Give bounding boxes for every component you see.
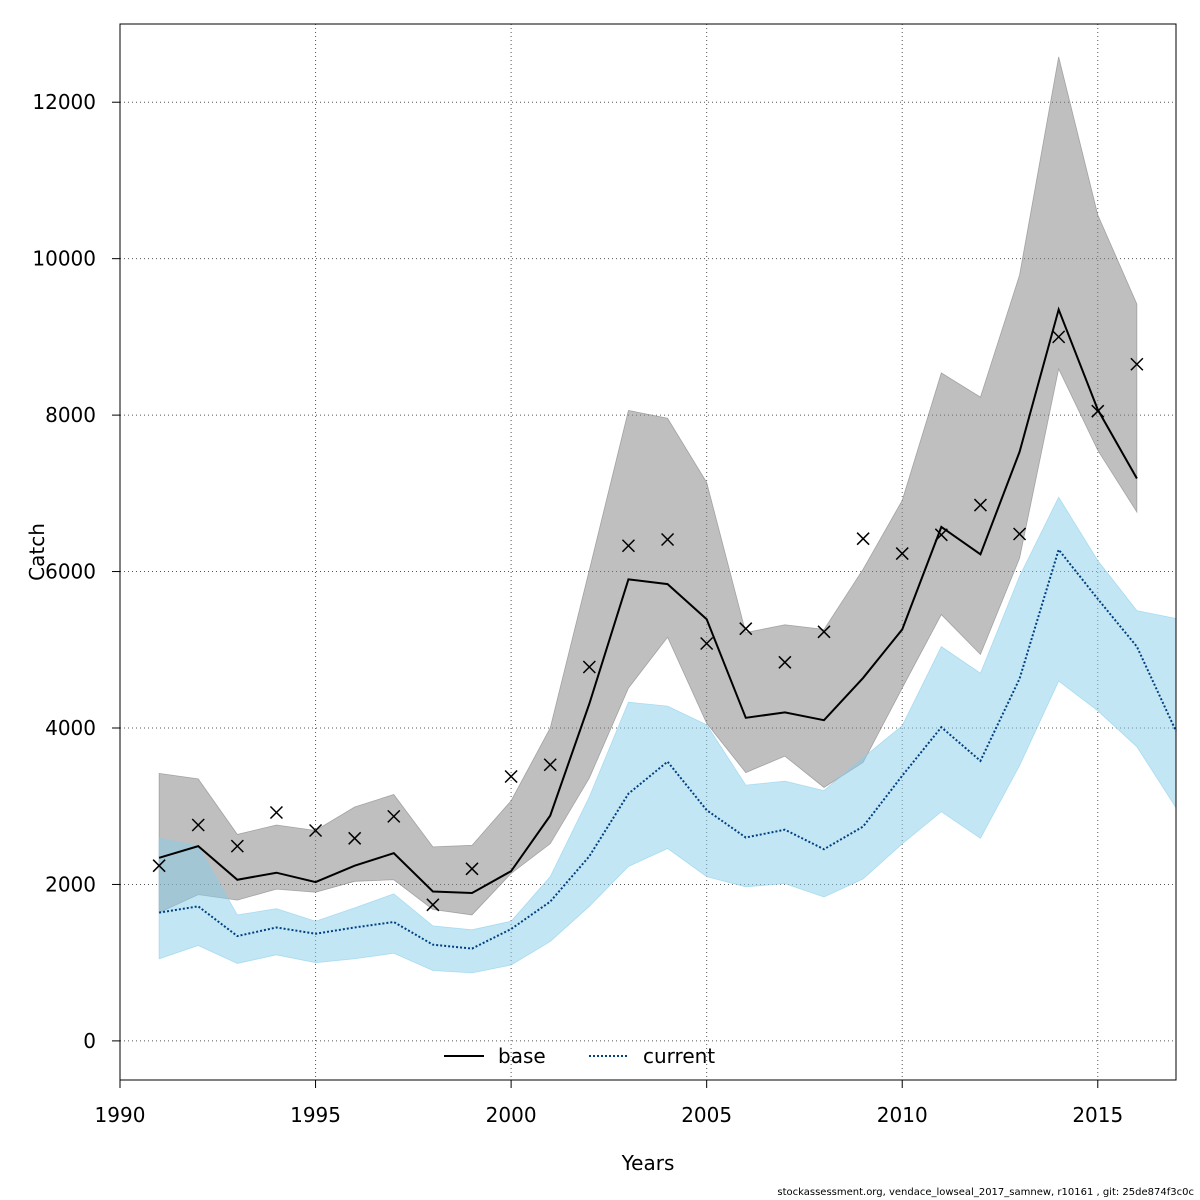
- observation-point: [582, 660, 596, 674]
- x-tick-label: 2005: [681, 1103, 732, 1127]
- x-tick-label: 2000: [486, 1103, 537, 1127]
- observation-point: [504, 769, 518, 784]
- observation-point: [817, 625, 831, 639]
- observation-point: [1013, 527, 1027, 541]
- observation-point: [1052, 330, 1066, 344]
- observation-point: [934, 528, 948, 542]
- observation-point: [309, 823, 323, 838]
- observation-point: [152, 859, 166, 873]
- observation-point: [426, 898, 440, 912]
- y-tick-label: 6000: [45, 560, 96, 584]
- observation-point: [973, 498, 987, 512]
- observation-point: [191, 818, 205, 832]
- observation-point: [348, 831, 362, 845]
- band-base: [158, 56, 1138, 916]
- footer-note: stockassessment.org, vendace_lowseal_201…: [777, 1187, 1194, 1198]
- observation-point: [778, 655, 792, 669]
- legend-item-current: current: [589, 1044, 715, 1068]
- observation-point: [895, 547, 909, 561]
- observation-markers: [152, 330, 1144, 912]
- y-axis-title: Catch: [25, 523, 49, 581]
- observation-point: [856, 532, 870, 546]
- line-base: [158, 306, 1138, 895]
- legend-label: base: [498, 1044, 546, 1068]
- observation-point: [661, 532, 675, 547]
- x-axis-title: Years: [621, 1151, 675, 1175]
- observation-point: [621, 539, 635, 553]
- axes: 1990 1995 2000 2005 2010 2015 0 2000 4000 6000 800…: [32, 90, 1123, 1127]
- observation-point: [230, 839, 244, 853]
- legend: base current: [444, 1044, 715, 1068]
- x-tick-label: 1990: [95, 1103, 146, 1127]
- series-lines: [158, 306, 1177, 950]
- y-tick-label: 8000: [45, 403, 96, 427]
- observation-point: [465, 862, 479, 876]
- observation-point: [1130, 357, 1144, 371]
- y-tick-label: 10000: [32, 247, 96, 271]
- observation-point: [387, 809, 401, 823]
- y-tick-label: 4000: [45, 716, 96, 740]
- line-current: [158, 547, 1177, 950]
- observation-point: [739, 622, 753, 636]
- x-tick-label: 2015: [1072, 1103, 1123, 1127]
- x-tick-label: 1995: [290, 1103, 341, 1127]
- legend-label: current: [643, 1044, 715, 1068]
- y-tick-label: 2000: [45, 872, 96, 896]
- y-tick-label: 0: [83, 1029, 96, 1053]
- legend-item-base: base: [444, 1044, 546, 1068]
- observation-point: [1091, 404, 1105, 418]
- observation-point: [700, 636, 714, 651]
- observation-point: [269, 805, 283, 820]
- observation-point: [543, 758, 557, 772]
- x-tick-label: 2010: [877, 1103, 928, 1127]
- y-tick-label: 12000: [32, 90, 96, 114]
